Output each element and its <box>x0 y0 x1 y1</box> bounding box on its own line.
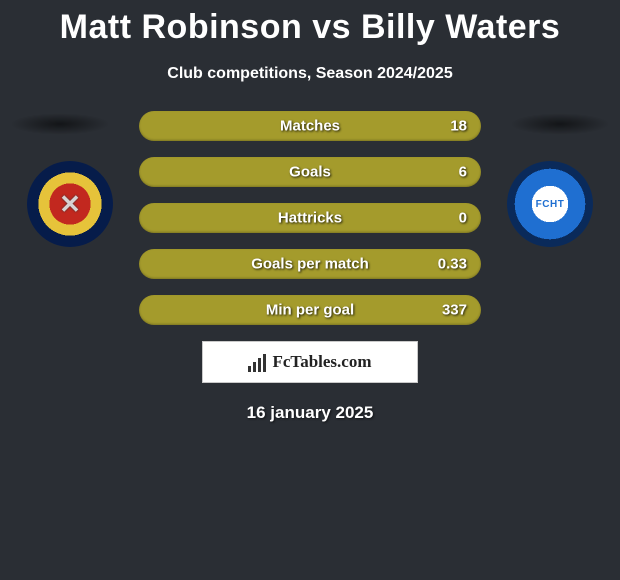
player-right-shadow <box>510 113 610 135</box>
stat-label: Hattricks <box>278 210 342 227</box>
bar-chart-icon <box>248 352 268 372</box>
stat-bar: Min per goal 337 <box>139 295 481 325</box>
club-crest-left <box>27 161 113 247</box>
stat-label: Matches <box>280 118 340 135</box>
club-crest-right <box>507 161 593 247</box>
stat-label: Goals <box>289 164 331 181</box>
stat-value-right: 337 <box>442 302 467 319</box>
stat-bar: Goals 6 <box>139 157 481 187</box>
comparison-content: Matches 18 Goals 6 Hattricks 0 Goals per… <box>0 111 620 423</box>
stat-bars: Matches 18 Goals 6 Hattricks 0 Goals per… <box>139 111 481 325</box>
page-title: Matt Robinson vs Billy Waters <box>0 0 620 47</box>
stat-label: Min per goal <box>266 302 354 319</box>
source-logo: FcTables.com <box>202 341 418 383</box>
stat-value-right: 6 <box>459 164 467 181</box>
source-logo-text: FcTables.com <box>272 352 371 372</box>
stat-value-right: 0 <box>459 210 467 227</box>
stat-bar: Matches 18 <box>139 111 481 141</box>
stat-value-right: 0.33 <box>438 256 467 273</box>
stat-bar: Hattricks 0 <box>139 203 481 233</box>
player-left-shadow <box>10 113 110 135</box>
subtitle: Club competitions, Season 2024/2025 <box>0 65 620 83</box>
stat-label: Goals per match <box>251 256 369 273</box>
stat-value-right: 18 <box>450 118 467 135</box>
stat-bar: Goals per match 0.33 <box>139 249 481 279</box>
date-label: 16 january 2025 <box>0 403 620 423</box>
